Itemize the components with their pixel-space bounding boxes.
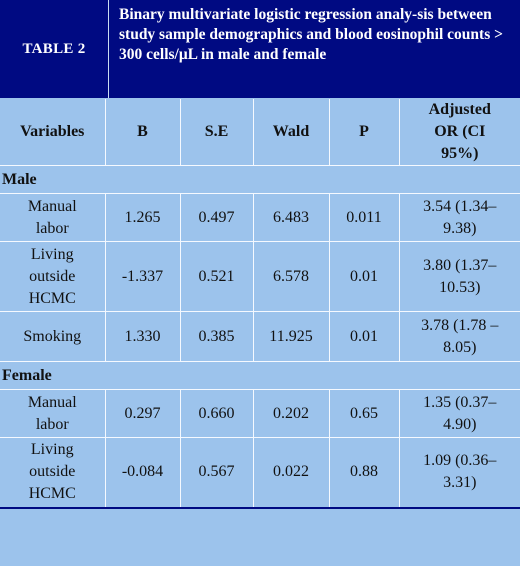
table-header: TABLE 2 Binary multivariate logistic reg… bbox=[0, 0, 520, 98]
wald-cell: 11.925 bbox=[253, 311, 330, 362]
wald-cell: 0.202 bbox=[253, 389, 330, 438]
wald-cell: 6.483 bbox=[253, 193, 330, 242]
table-row: Smoking 1.330 0.385 11.925 0.01 3.78 (1.… bbox=[0, 311, 520, 362]
table-row: Manual labor 1.265 0.497 6.483 0.011 3.5… bbox=[0, 193, 520, 242]
se-cell: 0.497 bbox=[180, 193, 254, 242]
se-cell: 0.521 bbox=[180, 241, 254, 312]
variable-cell: Smoking bbox=[0, 311, 106, 362]
column-header-row: Variables B S.E Wald P Adjusted OR (CI 9… bbox=[0, 99, 520, 166]
or-cell: 3.54 (1.34–9.38) bbox=[399, 193, 520, 242]
variable-cell: Manual labor bbox=[0, 389, 106, 438]
se-cell: 0.660 bbox=[180, 389, 254, 438]
column-header: Adjusted OR (CI 95%) bbox=[399, 99, 520, 166]
table-label: TABLE 2 bbox=[0, 0, 109, 98]
regression-table: Variables B S.E Wald P Adjusted OR (CI 9… bbox=[0, 99, 520, 509]
p-cell: 0.01 bbox=[329, 241, 400, 312]
or-cell: 1.09 (0.36–3.31) bbox=[399, 437, 520, 509]
b-cell: 1.330 bbox=[105, 311, 181, 362]
b-cell: 0.297 bbox=[105, 389, 181, 438]
column-header: Variables bbox=[0, 99, 106, 166]
variable-cell: Manual labor bbox=[0, 193, 106, 242]
p-cell: 0.01 bbox=[329, 311, 400, 362]
p-cell: 0.88 bbox=[329, 437, 400, 509]
se-cell: 0.385 bbox=[180, 311, 254, 362]
variable-cell: Living outside HCMC bbox=[0, 241, 106, 312]
or-cell: 3.78 (1.78 –8.05) bbox=[399, 311, 520, 362]
column-header: B bbox=[105, 99, 181, 166]
wald-cell: 6.578 bbox=[253, 241, 330, 312]
or-cell: 1.35 (0.37– 4.90) bbox=[399, 389, 520, 438]
group-label: Male bbox=[0, 165, 520, 194]
group-row: Male bbox=[0, 165, 520, 194]
column-header: P bbox=[329, 99, 400, 166]
b-cell: -1.337 bbox=[105, 241, 181, 312]
group-label: Female bbox=[0, 361, 520, 390]
table-row: Manual labor 0.297 0.660 0.202 0.65 1.35… bbox=[0, 389, 520, 438]
or-cell: 3.80 (1.37–10.53) bbox=[399, 241, 520, 312]
group-row: Female bbox=[0, 361, 520, 390]
p-cell: 0.011 bbox=[329, 193, 400, 242]
variable-cell: Living outside HCMC bbox=[0, 437, 106, 509]
b-cell: 1.265 bbox=[105, 193, 181, 242]
se-cell: 0.567 bbox=[180, 437, 254, 509]
column-header: Wald bbox=[253, 99, 330, 166]
b-cell: -0.084 bbox=[105, 437, 181, 509]
table-row: Living outside HCMC -1.337 0.521 6.578 0… bbox=[0, 241, 520, 312]
table-row: Living outside HCMC -0.084 0.567 0.022 0… bbox=[0, 437, 520, 509]
table-caption: Binary multivariate logistic regression … bbox=[119, 6, 503, 63]
column-header: S.E bbox=[180, 99, 254, 166]
p-cell: 0.65 bbox=[329, 389, 400, 438]
wald-cell: 0.022 bbox=[253, 437, 330, 509]
